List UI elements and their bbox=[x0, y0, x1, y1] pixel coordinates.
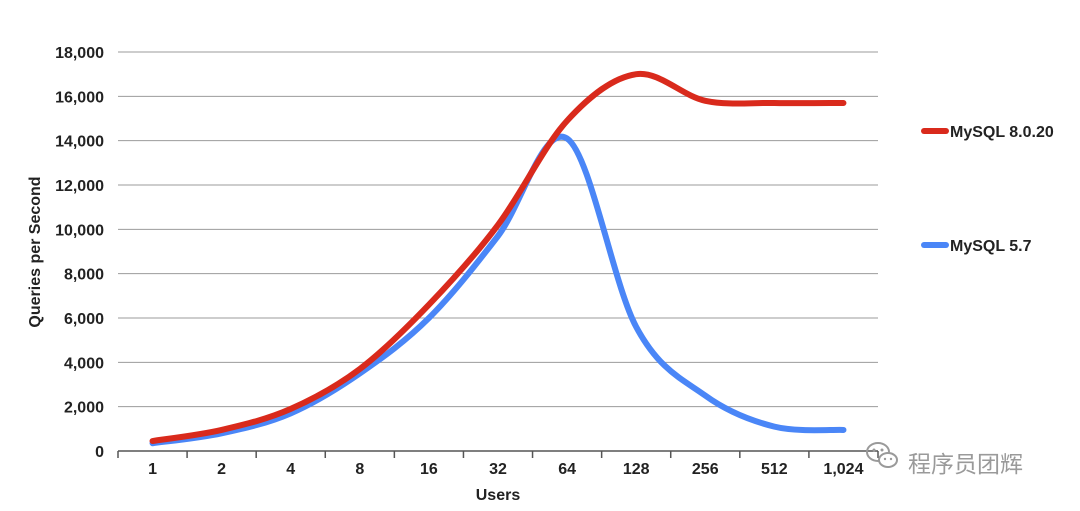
x-tick-label: 128 bbox=[623, 461, 650, 478]
legend: MySQL 8.0.20 MySQL 5.7 bbox=[921, 124, 1054, 255]
y-tick-label: 4,000 bbox=[64, 355, 104, 372]
y-tick-label: 10,000 bbox=[55, 222, 104, 239]
legend-label-1: MySQL 5.7 bbox=[950, 238, 1032, 255]
x-tick-label: 2 bbox=[217, 461, 226, 478]
y-tick-label: 18,000 bbox=[55, 45, 104, 62]
x-tick-label: 256 bbox=[692, 461, 719, 478]
y-tick-label: 0 bbox=[95, 444, 104, 461]
y-axis-title: Queries per Second bbox=[27, 176, 44, 327]
x-axis-title: Users bbox=[476, 487, 521, 504]
x-tick-label: 32 bbox=[489, 461, 507, 478]
x-tick-label: 4 bbox=[286, 461, 295, 478]
series-lines bbox=[149, 71, 847, 447]
y-tick-label: 8,000 bbox=[64, 267, 104, 284]
y-tick-label: 6,000 bbox=[64, 311, 104, 328]
watermark-text: 程序员团辉 bbox=[908, 452, 1023, 478]
x-tick-label: 16 bbox=[420, 461, 438, 478]
x-axis bbox=[117, 450, 879, 458]
watermark: 程序员团辉 bbox=[866, 442, 1023, 478]
y-tick-label: 14,000 bbox=[55, 134, 104, 151]
x-tick-label: 1,024 bbox=[823, 461, 863, 478]
x-axis-tick-labels: 1 2 4 8 16 32 64 128 256 512 1,024 bbox=[148, 461, 863, 478]
x-tick-label: 64 bbox=[558, 461, 576, 478]
series-line-0 bbox=[149, 71, 847, 445]
y-tick-label: 2,000 bbox=[64, 400, 104, 417]
x-tick-label: 512 bbox=[761, 461, 788, 478]
x-tick-label: 1 bbox=[148, 461, 157, 478]
wechat-icon bbox=[866, 442, 898, 468]
series-line-1 bbox=[149, 133, 847, 447]
y-tick-label: 12,000 bbox=[55, 178, 104, 195]
y-tick-label: 16,000 bbox=[55, 89, 104, 106]
x-tick-label: 8 bbox=[355, 461, 364, 478]
legend-label-0: MySQL 8.0.20 bbox=[950, 124, 1054, 141]
y-axis-tick-labels: 0 2,000 4,000 6,000 8,000 10,000 12,000 14,000 1… bbox=[55, 45, 104, 461]
